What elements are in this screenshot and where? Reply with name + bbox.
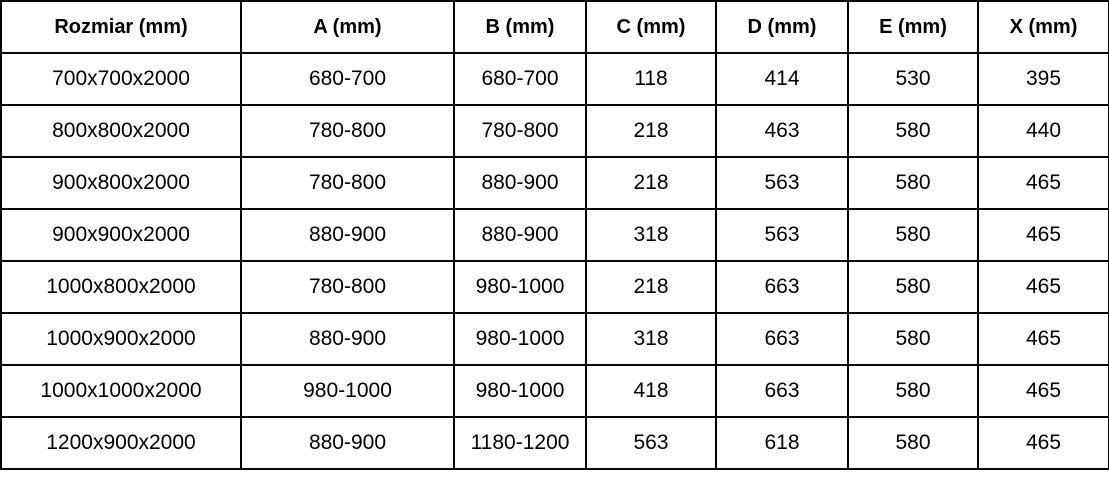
table-cell: 880-900 — [240, 312, 455, 366]
table-cell: 663 — [715, 260, 849, 314]
column-header: A (mm) — [240, 0, 455, 54]
table-cell: 900x900x2000 — [0, 208, 242, 262]
table-cell: 980-1000 — [453, 260, 587, 314]
table-cell: 465 — [977, 312, 1109, 366]
table-cell: 880-900 — [240, 416, 455, 470]
table-cell: 880-900 — [240, 208, 455, 262]
table-cell: 118 — [585, 52, 717, 106]
table-cell: 563 — [715, 156, 849, 210]
column-header: B (mm) — [453, 0, 587, 54]
table-row: 900x900x2000 880-900 880-900 318 563 580 465 — [0, 208, 1109, 262]
table-cell: 465 — [977, 364, 1109, 418]
table-cell: 218 — [585, 260, 717, 314]
column-header: Rozmiar (mm) — [0, 0, 242, 54]
table-cell: 880-900 — [453, 156, 587, 210]
table-cell: 980-1000 — [453, 364, 587, 418]
table-cell: 880-900 — [453, 208, 587, 262]
table-cell: 218 — [585, 104, 717, 158]
table-row: 700x700x2000 680-700 680-700 118 414 530 395 — [0, 52, 1109, 106]
table-cell: 580 — [847, 312, 979, 366]
table-cell: 465 — [977, 156, 1109, 210]
table-cell: 465 — [977, 208, 1109, 262]
table-cell: 663 — [715, 364, 849, 418]
table-cell: 780-800 — [240, 260, 455, 314]
table-cell: 465 — [977, 260, 1109, 314]
table-cell: 218 — [585, 156, 717, 210]
table-cell: 463 — [715, 104, 849, 158]
table-cell: 580 — [847, 260, 979, 314]
table-cell: 395 — [977, 52, 1109, 106]
table-cell: 1180-1200 — [453, 416, 587, 470]
table-cell: 580 — [847, 156, 979, 210]
table-cell: 530 — [847, 52, 979, 106]
table-row: 900x800x2000 780-800 880-900 218 563 580 465 — [0, 156, 1109, 210]
table-row: 1000x800x2000 780-800 980-1000 218 663 580 465 — [0, 260, 1109, 314]
table-cell: 580 — [847, 208, 979, 262]
table-cell: 1200x900x2000 — [0, 416, 242, 470]
table-cell: 680-700 — [240, 52, 455, 106]
table-cell: 780-800 — [240, 156, 455, 210]
column-header: D (mm) — [715, 0, 849, 54]
table-cell: 318 — [585, 208, 717, 262]
table-cell: 440 — [977, 104, 1109, 158]
table-row: 1000x1000x2000 980-1000 980-1000 418 663 580 4… — [0, 364, 1109, 418]
table-cell: 580 — [847, 104, 979, 158]
table-cell: 1000x900x2000 — [0, 312, 242, 366]
column-header: X (mm) — [977, 0, 1109, 54]
table-cell: 580 — [847, 364, 979, 418]
table-cell: 700x700x2000 — [0, 52, 242, 106]
table-row: 1200x900x2000 880-900 1180-1200 563 618 580 46… — [0, 416, 1109, 470]
table-cell: 1000x1000x2000 — [0, 364, 242, 418]
table-cell: 318 — [585, 312, 717, 366]
table-cell: 980-1000 — [240, 364, 455, 418]
table-cell: 418 — [585, 364, 717, 418]
table-cell: 780-800 — [453, 104, 587, 158]
table-cell: 900x800x2000 — [0, 156, 242, 210]
table-cell: 980-1000 — [453, 312, 587, 366]
table-cell: 465 — [977, 416, 1109, 470]
table-cell: 580 — [847, 416, 979, 470]
table-cell: 800x800x2000 — [0, 104, 242, 158]
header-row: Rozmiar (mm) A (mm) B (mm) C (mm) D (mm) E (m… — [0, 0, 1109, 54]
column-header: C (mm) — [585, 0, 717, 54]
table-cell: 780-800 — [240, 104, 455, 158]
dimensions-table: Rozmiar (mm) A (mm) B (mm) C (mm) D (mm) E (m… — [0, 0, 1109, 470]
table-cell: 1000x800x2000 — [0, 260, 242, 314]
table-cell: 563 — [585, 416, 717, 470]
table-cell: 414 — [715, 52, 849, 106]
table-cell: 563 — [715, 208, 849, 262]
table-row: 1000x900x2000 880-900 980-1000 318 663 580 465 — [0, 312, 1109, 366]
table-row: 800x800x2000 780-800 780-800 218 463 580 440 — [0, 104, 1109, 158]
column-header: E (mm) — [847, 0, 979, 54]
table-cell: 680-700 — [453, 52, 587, 106]
table-cell: 618 — [715, 416, 849, 470]
table-cell: 663 — [715, 312, 849, 366]
